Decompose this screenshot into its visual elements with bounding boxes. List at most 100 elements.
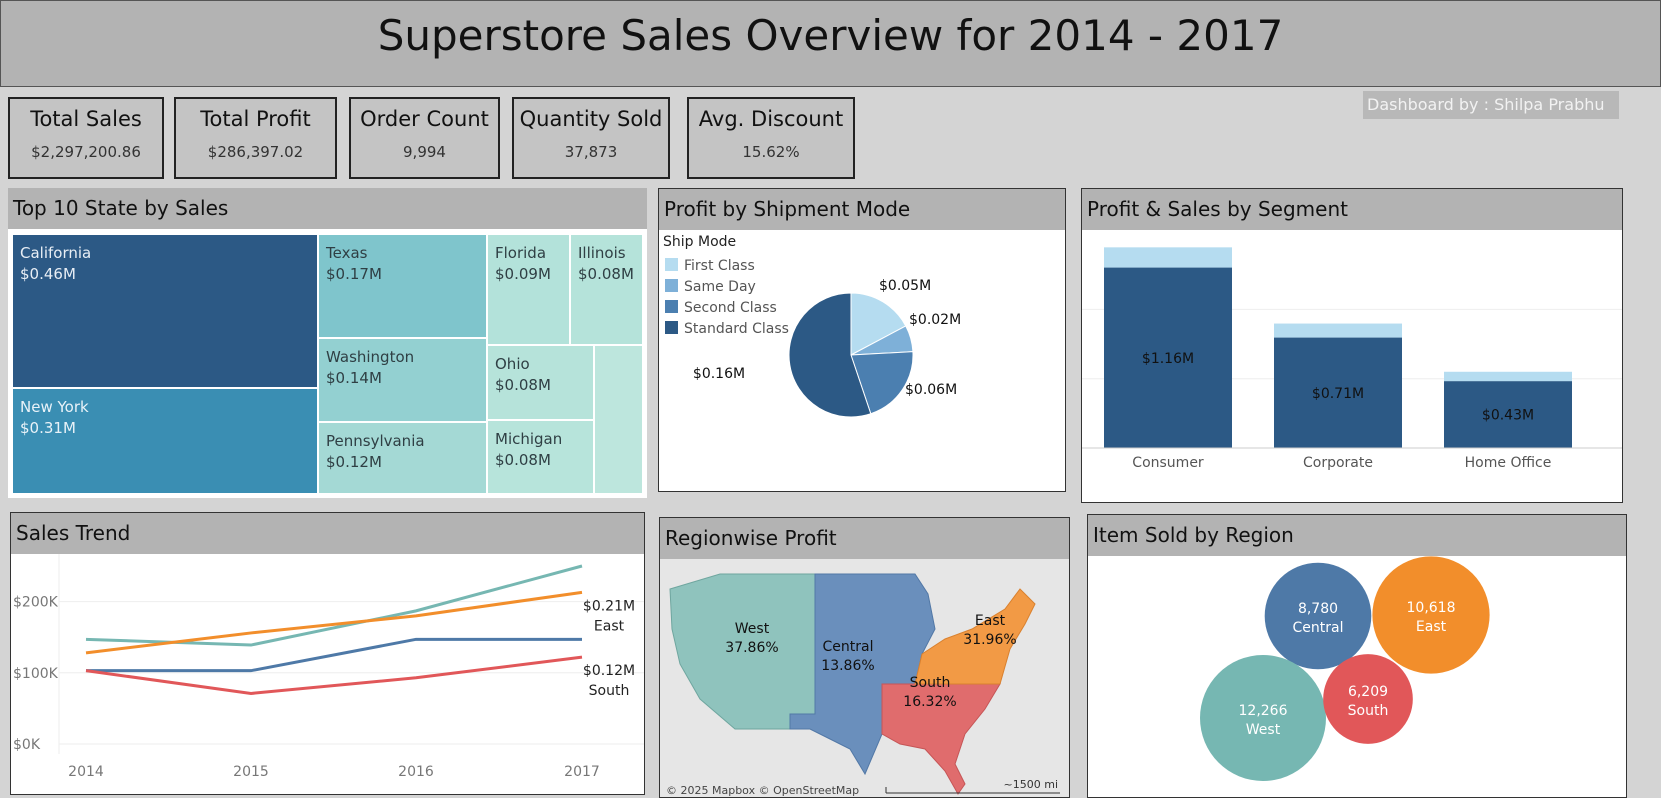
sales-trend-chart: $0K $100K $200K 2014 2015 2016 2017 $0.21M East $… xyxy=(13,554,644,780)
state-label: Ohio xyxy=(495,355,530,373)
pie-slice-standard-class[interactable] xyxy=(788,292,872,418)
legend-item-first-class[interactable]: First Class xyxy=(665,258,755,274)
state-value: $0.17M xyxy=(326,265,382,283)
bubble-name: West xyxy=(1246,722,1281,738)
sales-trend-body: $0K $100K $200K 2014 2015 2016 2017 $0.21M East $… xyxy=(11,554,644,794)
bubble-name: East xyxy=(1416,619,1447,635)
state-label: Pennsylvania xyxy=(326,432,425,450)
segment-panel: Profit & Sales by Segment $1.16M Consumer… xyxy=(1081,188,1623,503)
legend-label: First Class xyxy=(684,258,755,274)
sales-trend-panel: Sales Trend $0K $100K $200K 2014 2015 2016 201… xyxy=(10,512,645,795)
region-south[interactable] xyxy=(881,683,1001,795)
treemap-cell-washington[interactable]: Washington $0.14M xyxy=(318,338,487,422)
state-label: Texas xyxy=(326,244,368,262)
bar-top-home-office[interactable] xyxy=(1444,371,1572,382)
bar-value-label: $1.16M xyxy=(1142,351,1194,367)
treemap-cell-florida[interactable]: Florida $0.09M xyxy=(487,234,570,345)
dashboard-credit: Dashboard by : Shilpa Prabhu xyxy=(1363,91,1619,119)
state-value: $0.12M xyxy=(326,453,382,471)
bubble-name: South xyxy=(1348,703,1389,719)
map-scale-label: ~1500 mi xyxy=(1004,778,1058,791)
treemap-cell-illinois[interactable]: Illinois $0.08M xyxy=(570,234,643,345)
kpi-order-count[interactable]: Order Count 9,994 xyxy=(349,97,500,179)
legend-swatch xyxy=(665,258,678,271)
state-value: $0.08M xyxy=(495,376,551,394)
treemap-cell-other[interactable] xyxy=(594,345,643,494)
region-value-east: 31.96% xyxy=(963,632,1016,648)
legend-label: Same Day xyxy=(684,279,756,295)
title-bar: Superstore Sales Overview for 2014 - 201… xyxy=(0,0,1661,87)
bubble-value: 10,618 xyxy=(1407,600,1456,616)
region-east[interactable] xyxy=(914,588,1036,685)
treemap-cell-ohio[interactable]: Ohio $0.08M xyxy=(487,345,594,420)
trend-line-south[interactable] xyxy=(85,655,583,695)
bubble-central[interactable] xyxy=(1264,562,1372,670)
map-attribution: © 2025 Mapbox © OpenStreetMap xyxy=(666,784,859,797)
page-title: Superstore Sales Overview for 2014 - 201… xyxy=(377,11,1284,60)
bubble-east[interactable] xyxy=(1372,556,1490,674)
legend-item-same-day[interactable]: Same Day xyxy=(665,279,756,295)
state-value: $0.14M xyxy=(326,369,382,387)
kpi-quantity-sold[interactable]: Quantity Sold 37,873 xyxy=(512,97,670,179)
pie-slice-label: $0.06M xyxy=(905,382,957,398)
pie-slice-label: $0.05M xyxy=(879,278,931,294)
bubble-chart: 8,780 Central 10,618 East 12,266 West 6,209 Sou… xyxy=(1200,556,1490,781)
bar-corporate[interactable] xyxy=(1274,337,1402,448)
category-label: Consumer xyxy=(1132,455,1204,471)
series-end-name: East xyxy=(594,618,625,634)
pie-slice-first-class[interactable] xyxy=(850,292,907,356)
kpi-value: $286,397.02 xyxy=(207,143,304,161)
treemap-cell-pennsylvania[interactable]: Pennsylvania $0.12M xyxy=(318,422,487,494)
bubble-name: Central xyxy=(1293,620,1344,636)
bubble-body: 8,780 Central 10,618 East 12,266 West 6,209 Sou… xyxy=(1088,556,1626,797)
pie-body: Ship Mode First Class Same Day Second Cl… xyxy=(659,230,1065,491)
bar-value-label: $0.43M xyxy=(1482,408,1534,424)
bar-value-label: $0.71M xyxy=(1312,386,1364,402)
legend-swatch xyxy=(665,321,678,334)
region-map-panel: Regionwise Profit West 37.86% Central 13… xyxy=(659,517,1070,798)
kpi-value: 9,994 xyxy=(403,143,446,161)
y-tick-label: $200K xyxy=(13,595,59,611)
bubble-value: 6,209 xyxy=(1348,684,1388,700)
bar-top-corporate[interactable] xyxy=(1274,323,1402,338)
trend-line-east[interactable] xyxy=(85,590,583,655)
region-central[interactable] xyxy=(789,573,936,776)
kpi-label: Order Count xyxy=(360,107,489,131)
trend-line[interactable] xyxy=(86,637,582,673)
legend-item-standard-class[interactable]: Standard Class xyxy=(665,321,789,337)
segment-body: $1.16M Consumer $0.71M Corporate $0.43M Home … xyxy=(1082,230,1622,502)
kpi-total-profit[interactable]: Total Profit $286,397.02 xyxy=(174,97,337,179)
trend-line[interactable] xyxy=(85,564,583,647)
treemap-cell-michigan[interactable]: Michigan $0.08M xyxy=(487,420,594,494)
state-value: $0.31M xyxy=(20,419,76,437)
pie-slice-second-class[interactable] xyxy=(850,351,914,415)
kpi-avg-discount[interactable]: Avg. Discount 15.62% xyxy=(687,97,855,179)
bubble-west[interactable] xyxy=(1200,655,1326,781)
kpi-label: Total Sales xyxy=(30,107,142,131)
state-value: $0.08M xyxy=(495,451,551,469)
treemap-chart: California $0.46M New York $0.31M Texas … xyxy=(12,234,643,494)
bubble-value: 12,266 xyxy=(1239,703,1288,719)
panel-title: Item Sold by Region xyxy=(1088,515,1626,556)
bar-consumer[interactable] xyxy=(1104,267,1232,448)
state-label: New York xyxy=(20,398,89,416)
region-value-west: 37.86% xyxy=(725,640,778,656)
region-value-central: 13.86% xyxy=(821,658,874,674)
treemap-cell-california[interactable]: California $0.46M xyxy=(12,234,318,388)
kpi-total-sales[interactable]: Total Sales $2,297,200.86 xyxy=(8,97,164,179)
x-tick-label: 2015 xyxy=(233,764,269,780)
treemap-cell-texas[interactable]: Texas $0.17M xyxy=(318,234,487,338)
bubble-panel: Item Sold by Region 8,780 Central 10,618 Ea… xyxy=(1087,514,1627,798)
x-tick-label: 2014 xyxy=(68,764,104,780)
x-tick-label: 2016 xyxy=(398,764,434,780)
legend-item-second-class[interactable]: Second Class xyxy=(665,300,777,316)
category-label: Home Office xyxy=(1465,455,1552,471)
pie-slice-label: $0.02M xyxy=(909,312,961,328)
treemap-cell-new-york[interactable]: New York $0.31M xyxy=(12,388,318,494)
kpi-label: Avg. Discount xyxy=(698,107,844,131)
bar-top-consumer[interactable] xyxy=(1104,247,1232,268)
panel-title: Regionwise Profit xyxy=(660,518,1069,559)
kpi-value: $2,297,200.86 xyxy=(31,143,141,161)
bubble-south[interactable] xyxy=(1323,654,1413,744)
bar-home-office[interactable] xyxy=(1444,381,1572,448)
